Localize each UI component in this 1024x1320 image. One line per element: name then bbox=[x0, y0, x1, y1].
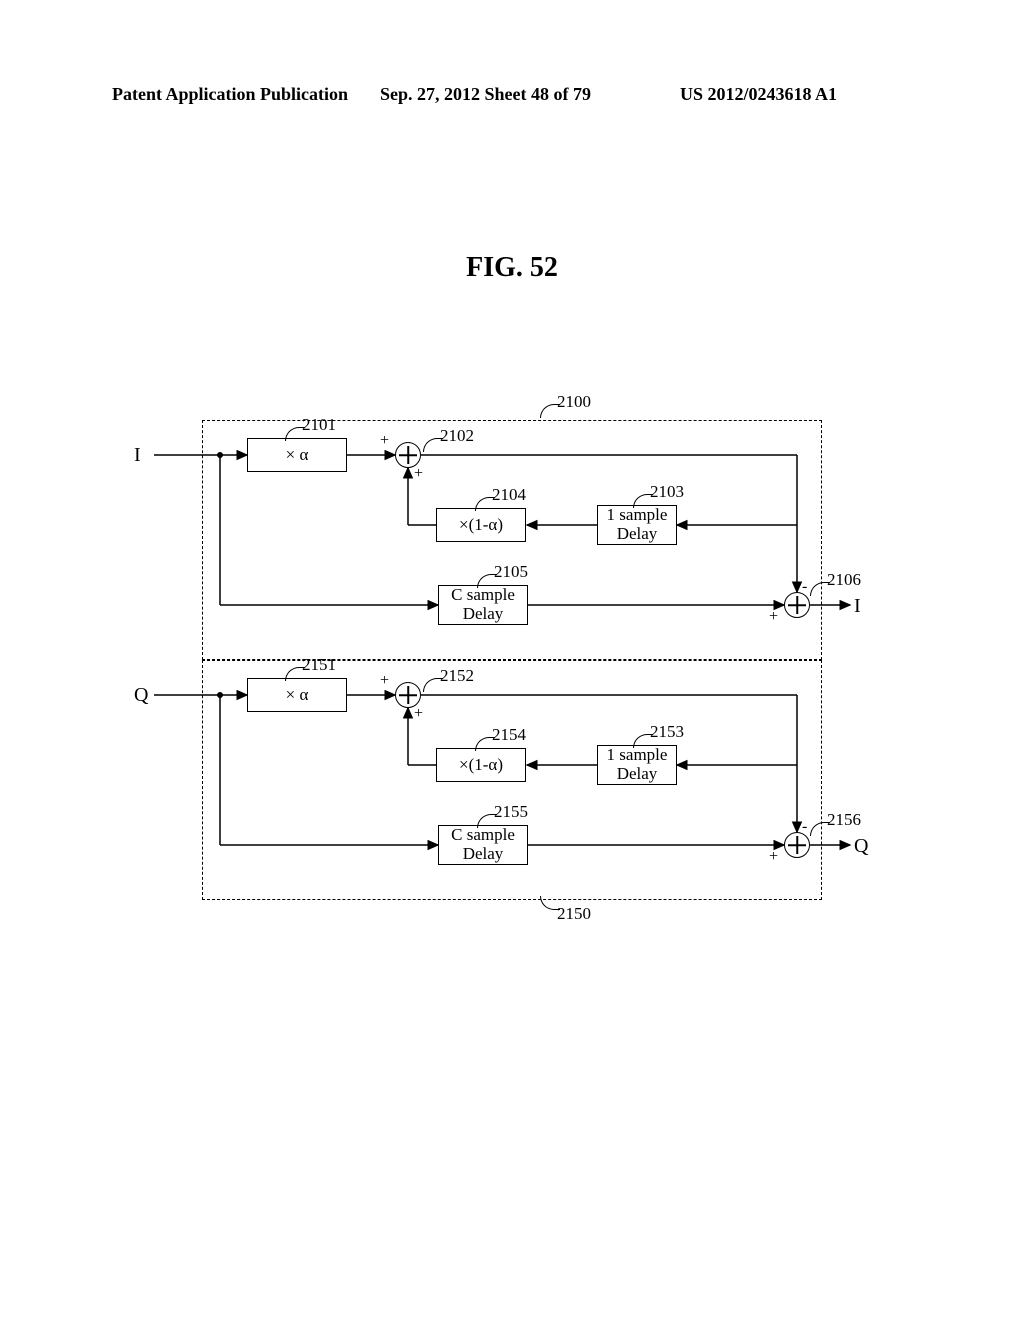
output-i-label: I bbox=[854, 595, 861, 618]
figure-title: FIG. 52 bbox=[0, 252, 1024, 284]
box-delayc-2105: C sample Delay bbox=[438, 585, 528, 625]
sign-minus-2106: - bbox=[802, 578, 807, 596]
box-delayc-2155: C sample Delay bbox=[438, 825, 528, 865]
ref-2102: 2102 bbox=[440, 426, 474, 446]
box-one-minus-alpha-2104: ×(1-α) bbox=[436, 508, 526, 542]
box-alpha-2151: × α bbox=[247, 678, 347, 712]
ref-2105: 2105 bbox=[494, 562, 528, 582]
input-i-label: I bbox=[134, 444, 141, 467]
ref-2155: 2155 bbox=[494, 802, 528, 822]
block-diagram: × α 1 sample Delay ×(1-α) C sample Delay… bbox=[202, 420, 822, 905]
sign-plus-2156: + bbox=[769, 848, 778, 866]
sign-minus-2156: - bbox=[802, 818, 807, 836]
ref-2153: 2153 bbox=[650, 722, 684, 742]
sign-plus-2152-left: + bbox=[380, 672, 389, 690]
ref-2152: 2152 bbox=[440, 666, 474, 686]
ref-2150: 2150 bbox=[557, 904, 591, 924]
ref-2106: 2106 bbox=[827, 570, 861, 590]
ref-2104: 2104 bbox=[492, 485, 526, 505]
input-q-label: Q bbox=[134, 684, 148, 707]
ref-2156: 2156 bbox=[827, 810, 861, 830]
box-delay1-2153: 1 sample Delay bbox=[597, 745, 677, 785]
sign-plus-2152-bot: + bbox=[414, 705, 423, 723]
header-right: US 2012/0243618 A1 bbox=[680, 84, 837, 105]
sign-plus-2106: + bbox=[769, 608, 778, 626]
output-q-label: Q bbox=[854, 835, 868, 858]
page: Patent Application Publication Sep. 27, … bbox=[0, 0, 1024, 1320]
ref-2103: 2103 bbox=[650, 482, 684, 502]
ref-2100: 2100 bbox=[557, 392, 591, 412]
box-delay1-2103: 1 sample Delay bbox=[597, 505, 677, 545]
header-left: Patent Application Publication bbox=[112, 84, 348, 105]
ref-2151: 2151 bbox=[302, 655, 336, 675]
box-alpha-2101: × α bbox=[247, 438, 347, 472]
box-one-minus-alpha-2154: ×(1-α) bbox=[436, 748, 526, 782]
ref-2101: 2101 bbox=[302, 415, 336, 435]
sign-plus-2102-left: + bbox=[380, 432, 389, 450]
ref-2154: 2154 bbox=[492, 725, 526, 745]
sign-plus-2102-bot: + bbox=[414, 465, 423, 483]
curve-2150 bbox=[540, 896, 560, 910]
header-middle: Sep. 27, 2012 Sheet 48 of 79 bbox=[380, 84, 591, 105]
curve-2100 bbox=[540, 404, 560, 418]
